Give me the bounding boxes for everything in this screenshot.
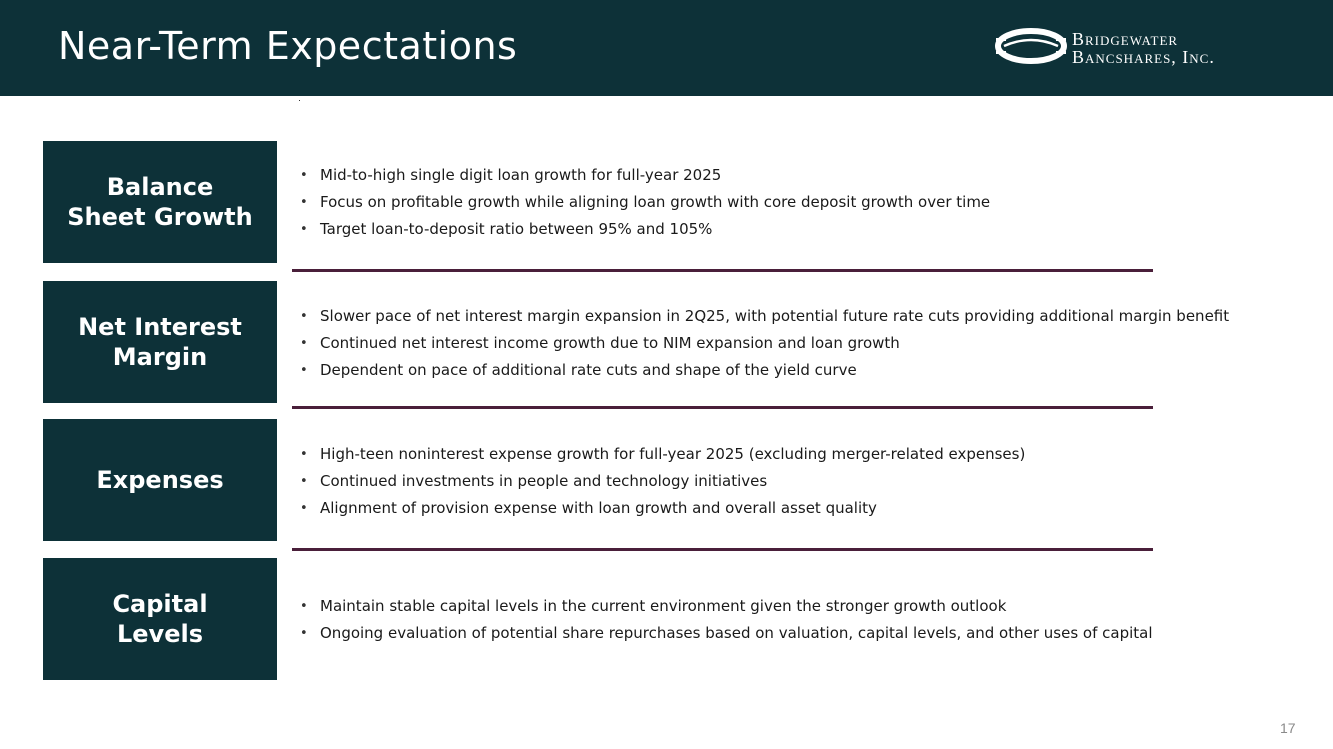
bullet-item: Target loan-to-deposit ratio between 95%… (300, 216, 990, 243)
bridgewater-logo-icon (995, 28, 1067, 64)
bullet-item: Ongoing evaluation of potential share re… (300, 620, 1153, 647)
logo-text: Bridgewater Bancshares, Inc. (1072, 30, 1215, 66)
bullet-item: Maintain stable capital levels in the cu… (300, 593, 1153, 620)
logo-line-1: Bridgewater (1072, 29, 1179, 49)
page-number: 17 (1280, 720, 1296, 736)
bullet-list-net-interest-margin: Slower pace of net interest margin expan… (300, 303, 1229, 384)
bullet-item: Dependent on pace of additional rate cut… (300, 357, 1229, 384)
company-logo: Bridgewater Bancshares, Inc. (994, 26, 1284, 70)
section-label-balance-sheet-growth: Balance Sheet Growth (43, 141, 277, 263)
section-label-capital-levels: Capital Levels (43, 558, 277, 680)
bullet-list-expenses: High-teen noninterest expense growth for… (300, 441, 1025, 522)
slide-header: Near-Term Expectations Bridgewater Bancs… (0, 0, 1333, 96)
bullet-item: Continued investments in people and tech… (300, 468, 1025, 495)
section-divider (292, 548, 1153, 551)
bullet-item: High-teen noninterest expense growth for… (300, 441, 1025, 468)
section-divider (292, 406, 1153, 409)
section-label-text: Balance Sheet Growth (67, 173, 253, 231)
decorative-dot (299, 100, 300, 101)
bullet-list-capital-levels: Maintain stable capital levels in the cu… (300, 593, 1153, 647)
section-label-net-interest-margin: Net Interest Margin (43, 281, 277, 403)
page-title: Near-Term Expectations (58, 24, 518, 68)
logo-line-2: Bancshares, Inc. (1072, 47, 1215, 67)
section-label-text: Net Interest Margin (78, 313, 242, 371)
bullet-item: Focus on profitable growth while alignin… (300, 189, 990, 216)
section-label-text: Capital Levels (112, 590, 208, 648)
bullet-item: Continued net interest income growth due… (300, 330, 1229, 357)
bullet-item: Slower pace of net interest margin expan… (300, 303, 1229, 330)
bullet-item: Mid-to-high single digit loan growth for… (300, 162, 990, 189)
section-label-expenses: Expenses (43, 419, 277, 541)
section-label-text: Expenses (96, 466, 224, 494)
bullet-item: Alignment of provision expense with loan… (300, 495, 1025, 522)
bullet-list-balance-sheet-growth: Mid-to-high single digit loan growth for… (300, 162, 990, 243)
section-divider (292, 269, 1153, 272)
